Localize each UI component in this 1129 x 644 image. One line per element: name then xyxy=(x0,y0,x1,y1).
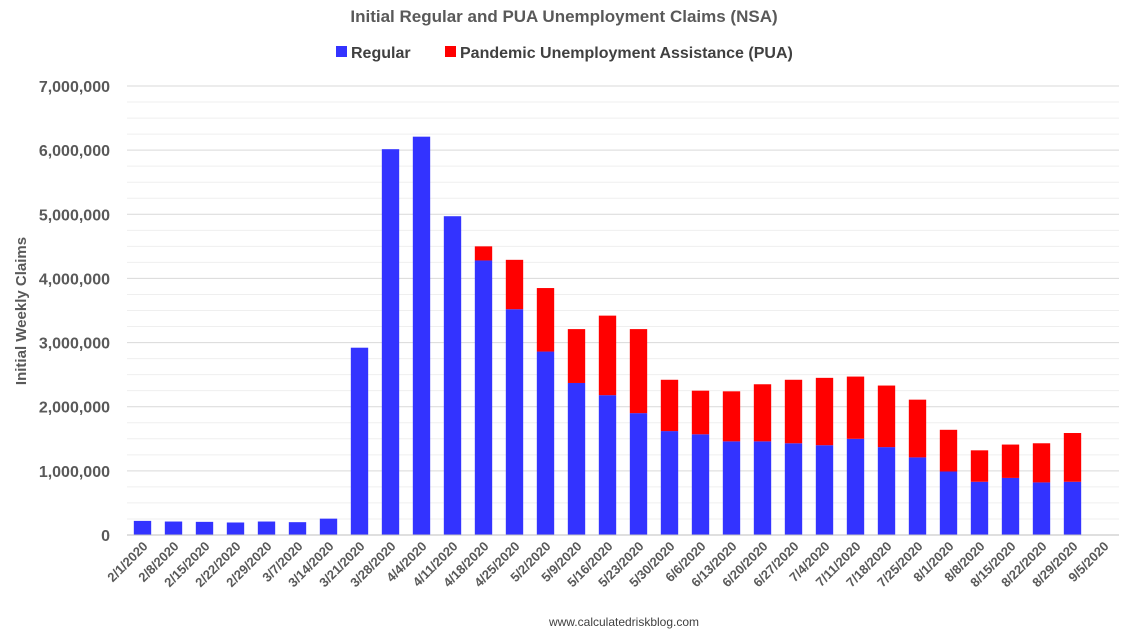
bar-pua xyxy=(567,329,586,383)
legend-swatch-pua xyxy=(445,46,456,57)
legend: Regular Pandemic Unemployment Assistance… xyxy=(336,45,793,62)
bar-pua xyxy=(536,288,555,352)
bar-pua xyxy=(753,384,772,442)
bar-regular xyxy=(505,309,524,535)
legend-swatch-regular xyxy=(336,46,347,57)
bar-pua xyxy=(908,399,927,458)
bar-regular xyxy=(257,521,276,535)
source-note: www.calculatedriskblog.com xyxy=(548,615,699,629)
bar-regular xyxy=(691,434,710,535)
legend-label-regular: Regular xyxy=(351,45,411,62)
bar-regular xyxy=(877,447,896,535)
y-tick-label: 4,000,000 xyxy=(39,271,110,288)
bar-regular xyxy=(753,441,772,535)
bar-regular xyxy=(226,522,245,535)
bar-regular xyxy=(288,522,307,535)
bar-pua xyxy=(815,377,834,446)
bar-regular xyxy=(784,443,803,535)
y-tick-label: 5,000,000 xyxy=(39,207,110,224)
bar-regular xyxy=(815,445,834,535)
y-tick-label: 6,000,000 xyxy=(39,143,110,160)
bar-pua xyxy=(474,246,493,261)
bar-pua xyxy=(722,391,741,442)
bar-regular xyxy=(722,441,741,535)
bar-regular xyxy=(846,438,865,535)
bar-regular xyxy=(350,347,369,535)
bar-pua xyxy=(939,429,958,472)
bar-pua xyxy=(877,385,896,448)
y-tick-label: 1,000,000 xyxy=(39,464,110,481)
y-tick-label: 0 xyxy=(101,528,110,545)
bar-regular xyxy=(412,136,431,535)
bar-regular xyxy=(164,521,183,535)
bar-pua xyxy=(660,379,679,432)
bar-regular xyxy=(381,149,400,535)
bar-regular xyxy=(536,351,555,535)
bar-regular xyxy=(629,413,648,535)
bar-regular xyxy=(319,518,338,535)
bar-regular xyxy=(443,216,462,535)
bars xyxy=(133,136,1082,535)
gridlines xyxy=(127,85,1119,520)
y-axis-label: Initial Weekly Claims xyxy=(13,237,30,385)
bar-regular xyxy=(1063,481,1082,535)
bar-pua xyxy=(1063,433,1082,482)
bar-regular xyxy=(970,481,989,535)
bar-pua xyxy=(691,390,710,435)
y-tick-label: 2,000,000 xyxy=(39,400,110,417)
bar-pua xyxy=(505,259,524,310)
bar-regular xyxy=(133,520,152,535)
bar-pua xyxy=(1001,444,1020,478)
bar-regular xyxy=(195,521,214,535)
bar-pua xyxy=(970,450,989,482)
bar-regular xyxy=(939,471,958,535)
bar-regular xyxy=(1001,477,1020,535)
bar-regular xyxy=(598,395,617,535)
bar-regular xyxy=(474,260,493,535)
bar-pua xyxy=(629,329,648,414)
bar-regular xyxy=(660,431,679,535)
x-axis-ticks: 2/1/20202/8/20202/15/20202/22/20202/29/2… xyxy=(104,539,1111,591)
bar-pua xyxy=(1032,443,1051,483)
chart-title: Initial Regular and PUA Unemployment Cla… xyxy=(350,7,777,26)
bar-regular xyxy=(567,382,586,535)
bar-pua xyxy=(598,315,617,396)
bar-regular xyxy=(1032,482,1051,535)
legend-label-pua: Pandemic Unemployment Assistance (PUA) xyxy=(460,45,793,62)
bar-pua xyxy=(846,376,865,439)
y-tick-label: 3,000,000 xyxy=(39,336,110,353)
y-tick-label: 7,000,000 xyxy=(39,79,110,96)
bar-regular xyxy=(908,457,927,535)
bar-pua xyxy=(784,379,803,444)
y-axis-ticks: 0 1,000,000 2,000,000 3,000,000 4,000,000 5,0… xyxy=(39,79,110,545)
